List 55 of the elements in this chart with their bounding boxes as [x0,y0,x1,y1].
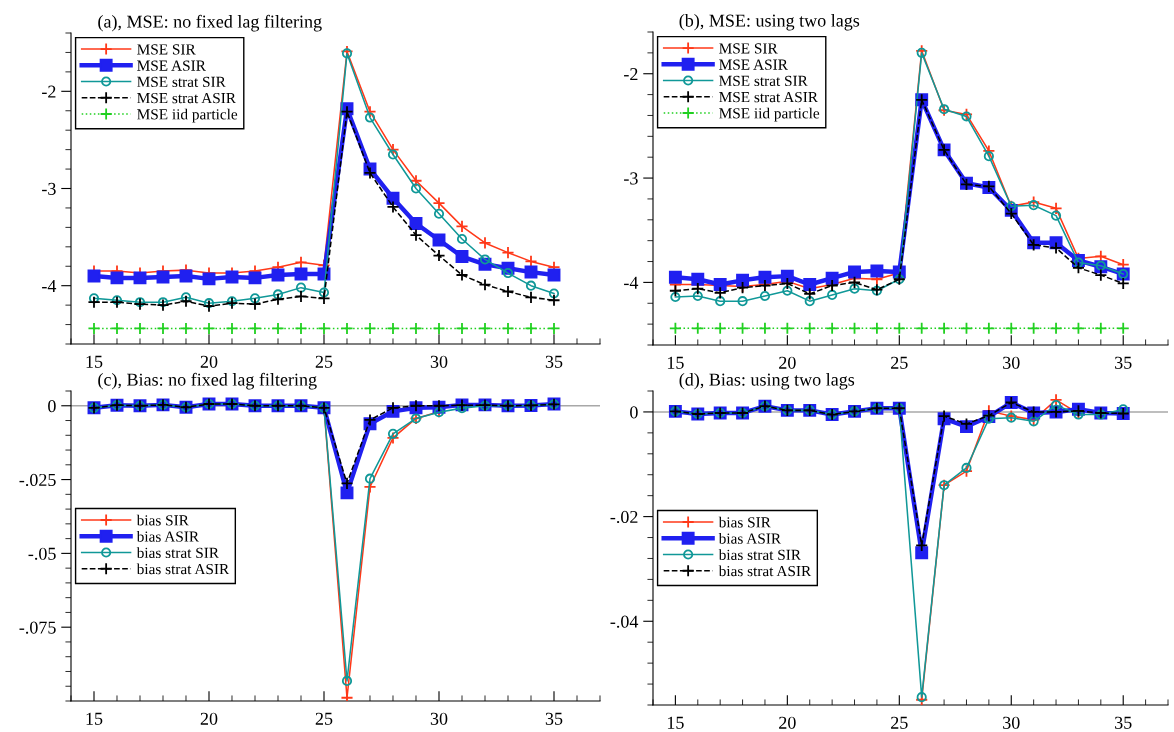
x-tick-label: 15 [86,712,103,725]
x-tick-label: 25 [315,712,333,725]
x-tick-label: 35 [1115,356,1132,369]
legend-label: MSE strat ASIR [719,91,818,103]
x-tick-label: 15 [86,355,103,368]
y-tick-label: -.05 [28,547,56,560]
y-tick-label: -.02 [610,510,638,524]
legend-label: bias strat SIR [136,547,219,558]
y-tick-label: 0 [630,406,638,419]
legend-label: MSE iid particle [719,107,820,122]
y-tick-label: -3 [42,182,56,195]
legend-label: bias strat SIR [718,549,801,560]
x-tick-label: 30 [430,355,448,368]
legend-label: bias strat ASIR [136,563,230,575]
legend-label: MSE SIR [137,44,196,55]
x-tick-label: 25 [891,356,908,369]
y-tick-label: -2 [42,85,56,98]
x-tick-label: 30 [1003,356,1020,369]
legend-label: MSE strat SIR [719,75,808,87]
legend-label: bias SIR [136,514,189,526]
chart-title: (c), Bias: no fixed lag filtering [98,372,317,390]
chart-title: (b), MSE: using two lags [679,14,860,31]
y-tick-label: -3 [624,172,638,185]
legend-label: bias ASIR [136,531,200,542]
legend-label: MSE strat ASIR [137,92,236,104]
x-tick-label: 35 [1115,716,1132,729]
x-tick-label: 30 [430,712,448,725]
y-tick-label: 0 [48,400,56,413]
y-tick-label: -4 [624,276,639,289]
y-tick-label: -.025 [19,473,56,487]
legend-label: MSE iid particle [137,108,238,123]
legend-label: MSE strat SIR [137,76,226,88]
x-tick-label: 35 [545,355,563,368]
x-tick-label: 20 [200,355,218,368]
x-tick-label: 20 [779,716,796,729]
legend-label: bias ASIR [718,533,782,544]
y-tick-label: -.075 [19,621,56,634]
legend-label: MSE ASIR [719,59,788,70]
x-tick-label: 20 [200,712,218,725]
chart-title: (d), Bias: using two lags [679,373,855,390]
x-tick-label: 30 [1003,716,1020,729]
x-tick-label: 25 [315,355,333,368]
x-tick-label: 25 [891,716,908,729]
chart-title: (a), MSE: no fixed lag filtering [98,14,322,32]
x-tick-label: 20 [779,356,796,369]
legend-label: MSE ASIR [137,60,206,71]
x-tick-label: 35 [545,712,563,725]
x-tick-label: 15 [667,716,684,729]
legend-label: MSE SIR [719,43,778,54]
legend-label: bias strat ASIR [718,565,812,577]
y-tick-label: -4 [42,280,57,292]
y-tick-label: -.04 [610,615,639,628]
x-tick-label: 15 [667,356,684,369]
y-tick-label: -2 [624,68,638,80]
legend-label: bias SIR [718,516,771,528]
